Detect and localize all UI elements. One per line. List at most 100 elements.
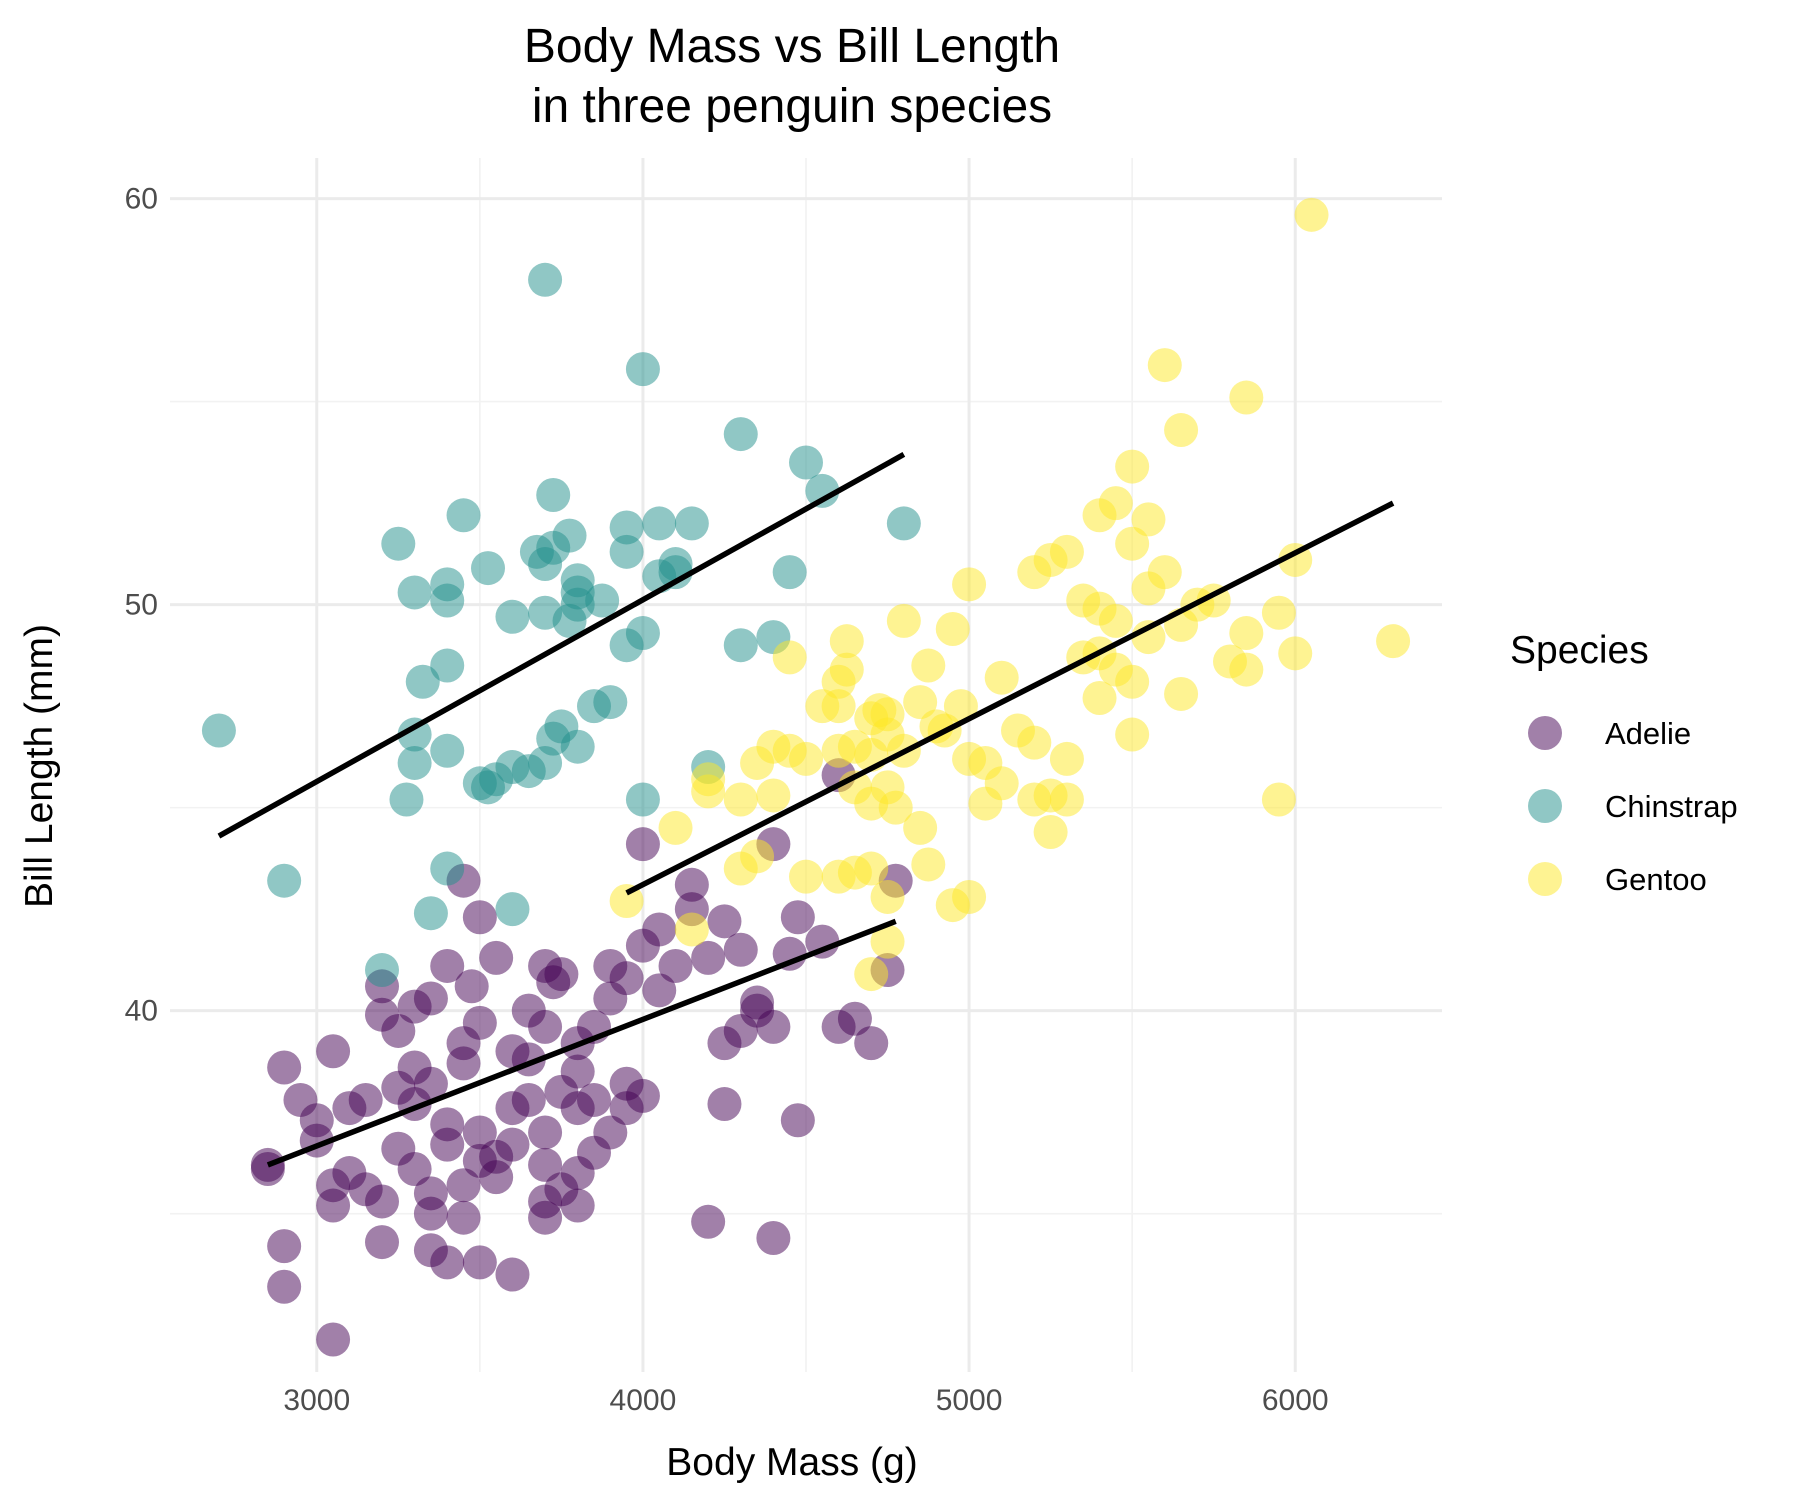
data-point-adelie [316,1322,351,1357]
data-point-adelie [723,1013,758,1048]
data-point-adelie [854,1026,889,1061]
data-point-chinstrap [593,685,628,720]
data-point-gentoo [1229,652,1264,687]
data-point-adelie [511,1082,546,1117]
data-point-gentoo [1049,741,1084,776]
data-point-chinstrap [625,782,660,817]
data-point-adelie [528,1147,563,1182]
legend-key-gentoo [1528,862,1562,896]
data-point-adelie [723,932,758,967]
data-point-chinstrap [609,534,644,569]
data-point-chinstrap [430,583,465,618]
data-point-gentoo [1261,595,1296,630]
legend-item-gentoo: Gentoo [1528,862,1707,897]
data-point-adelie [495,1257,530,1292]
fit-line-gentoo [625,500,1395,896]
data-point-gentoo [1115,717,1150,752]
data-point-chinstrap [528,262,563,297]
data-point-gentoo [943,689,978,724]
data-point-chinstrap [495,892,530,927]
data-point-chinstrap [405,664,440,699]
data-point-adelie [446,1200,481,1235]
data-point-gentoo [1115,449,1150,484]
data-point-gentoo [821,689,856,724]
data-point-gentoo [1164,676,1199,711]
data-point-gentoo [1147,555,1182,590]
legend-label-gentoo: Gentoo [1605,862,1707,897]
data-point-chinstrap [471,551,505,586]
data-point-gentoo [691,762,726,797]
data-point-gentoo [1164,413,1199,448]
data-point-adelie [625,1078,660,1113]
data-point-adelie [707,1087,742,1122]
data-point-gentoo [1033,814,1068,849]
data-point-chinstrap [658,547,693,582]
data-point-chinstrap [625,352,660,387]
data-point-chinstrap [552,518,587,553]
data-point-chinstrap [642,506,677,541]
data-point-adelie [462,1115,497,1150]
data-point-gentoo [903,685,938,720]
data-point-adelie [462,900,497,935]
data-point-gentoo [1131,620,1166,655]
data-point-adelie [536,965,571,1000]
y-axis-title: Bill Length (mm) [18,624,61,908]
legend: Species Adelie Chinstrap Gentoo [1510,629,1738,897]
data-point-gentoo [935,611,970,646]
data-point-adelie [250,1151,285,1186]
data-point-chinstrap [560,575,595,610]
y-tick-label: 50 [125,589,158,622]
data-point-gentoo [1229,380,1264,415]
x-axis-title: Body Mass (g) [666,1441,917,1484]
data-point-gentoo [829,652,864,687]
data-point-chinstrap [446,498,481,533]
data-point-chinstrap [389,782,424,817]
data-point-chinstrap [495,599,530,634]
legend-key-adelie [1528,716,1562,750]
data-point-chinstrap [723,417,758,452]
data-point-gentoo [789,741,823,776]
data-point-gentoo [1147,348,1182,383]
data-point-chinstrap [609,510,644,545]
data-point-adelie [413,981,448,1016]
data-point-adelie [707,904,742,939]
y-tick-label: 40 [125,995,158,1028]
x-tick-label: 5000 [936,1384,1003,1417]
data-point-chinstrap [430,648,465,683]
chart-title: Body Mass vs Bill Length [524,20,1060,73]
data-point-adelie [805,924,840,959]
data-point-gentoo [984,660,1019,695]
chart-subtitle: in three penguin species [532,80,1052,133]
legend-item-chinstrap: Chinstrap [1528,789,1738,824]
data-point-gentoo [854,957,889,992]
x-tick-label: 3000 [283,1384,350,1417]
data-point-adelie [462,1245,497,1280]
data-point-adelie [560,1054,595,1089]
data-point-gentoo [870,924,905,959]
data-point-adelie [446,1168,481,1203]
legend-key-chinstrap [1528,789,1562,823]
data-point-adelie [397,1050,432,1085]
data-point-adelie [430,1127,465,1162]
data-point-gentoo [658,810,693,845]
data-point-gentoo [674,912,709,947]
tick-labels: 3000 4000 5000 6000 40 50 60 [125,183,1329,1417]
data-point-gentoo [1376,624,1411,659]
data-points [201,197,1411,1357]
legend-label-adelie: Adelie [1605,716,1691,751]
data-point-gentoo [952,567,987,602]
data-point-gentoo [772,640,807,675]
data-point-gentoo [870,879,905,914]
data-point-gentoo [878,790,913,825]
data-point-gentoo [1049,782,1084,817]
data-point-chinstrap [267,863,302,898]
data-point-adelie [577,1135,611,1170]
data-point-adelie [837,1001,872,1036]
legend-items: Adelie Chinstrap Gentoo [1528,716,1738,897]
data-point-adelie [658,948,693,983]
legend-title: Species [1510,629,1649,672]
data-point-adelie [642,973,677,1008]
legend-label-chinstrap: Chinstrap [1605,789,1738,824]
